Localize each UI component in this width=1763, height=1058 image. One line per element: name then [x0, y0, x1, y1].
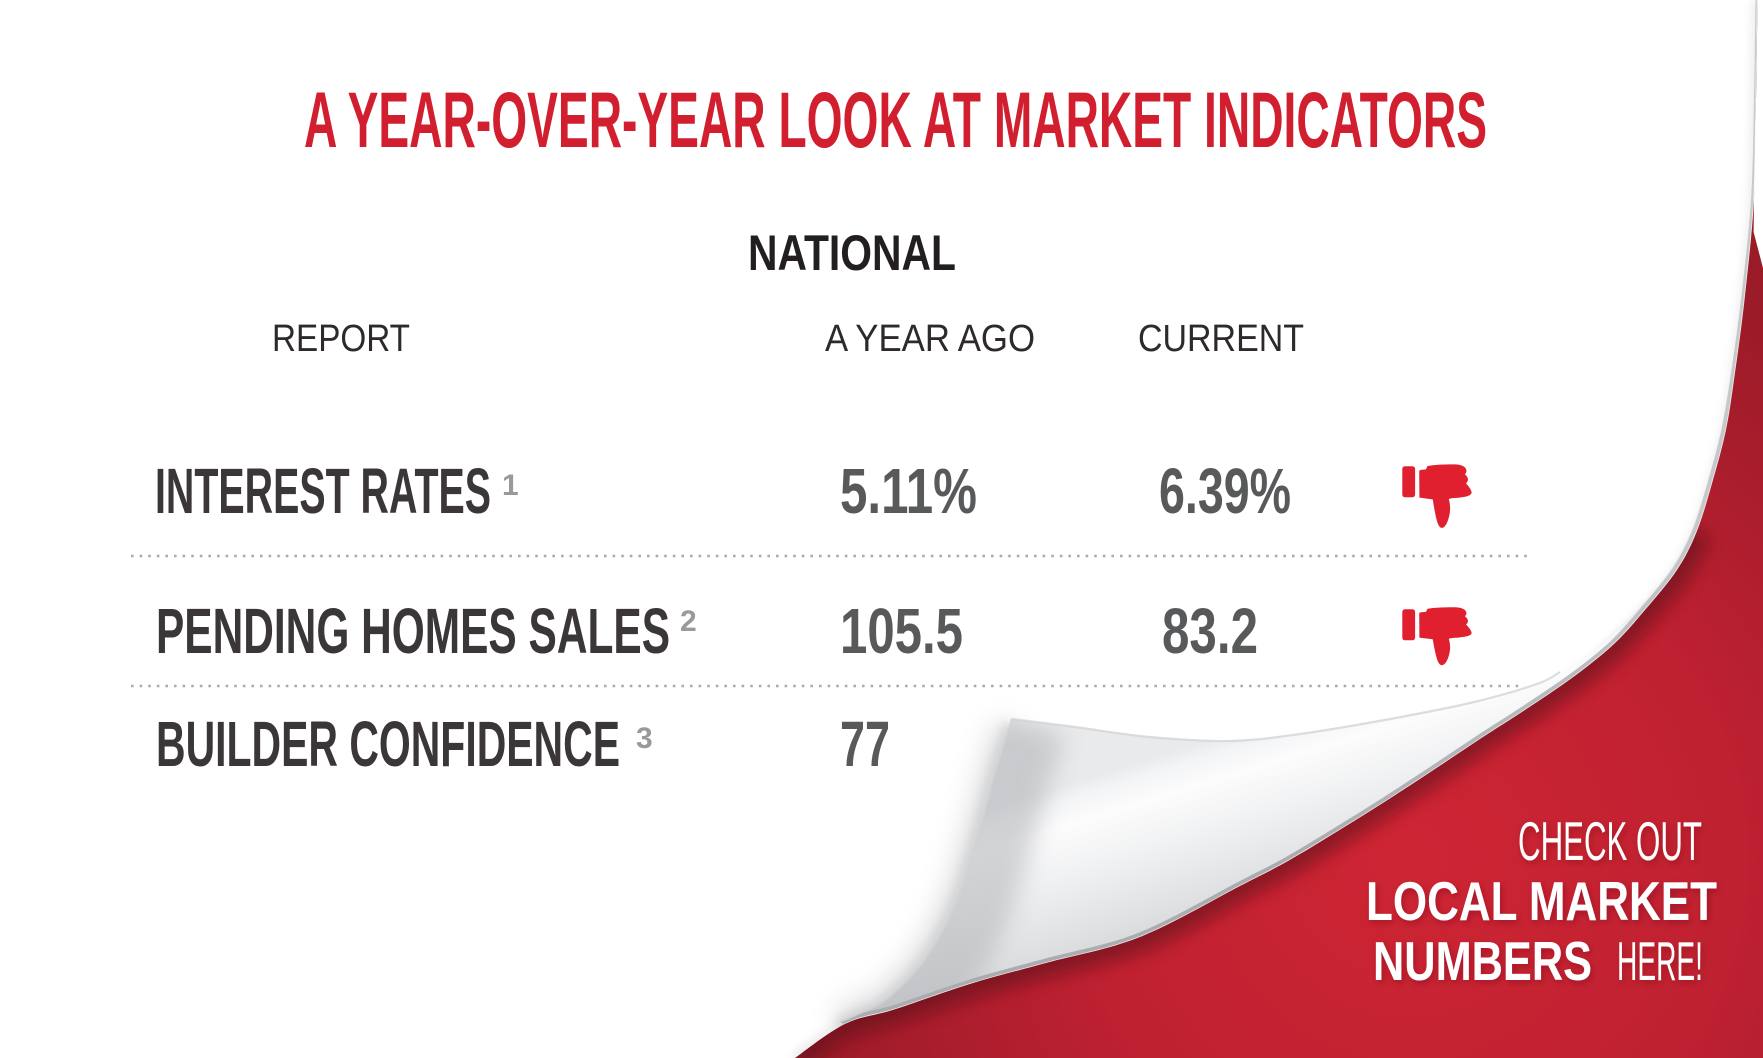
- svg-text:2: 2: [680, 605, 697, 638]
- svg-text:77: 77: [840, 708, 890, 780]
- svg-text:BUILDER CONFIDENCE: BUILDER CONFIDENCE: [156, 708, 620, 780]
- svg-text:1: 1: [502, 469, 519, 502]
- svg-text:A YEAR-OVER-YEAR LOOK AT MARKE: A YEAR-OVER-YEAR LOOK AT MARKET INDICATO…: [304, 75, 1487, 164]
- svg-text:83.2: 83.2: [1162, 595, 1258, 667]
- svg-text:NUMBERS: NUMBERS: [1373, 930, 1592, 992]
- svg-text:5.11%: 5.11%: [840, 455, 977, 527]
- svg-text:A YEAR AGO: A YEAR AGO: [825, 318, 1035, 360]
- svg-text:CHECK OUT: CHECK OUT: [1518, 810, 1702, 872]
- svg-text:REPORT: REPORT: [272, 318, 410, 360]
- svg-text:INTEREST RATES: INTEREST RATES: [155, 455, 491, 527]
- svg-text:CURRENT: CURRENT: [1138, 318, 1304, 360]
- svg-text:HERE!: HERE!: [1617, 930, 1703, 992]
- svg-text:PENDING HOMES SALES: PENDING HOMES SALES: [156, 595, 670, 667]
- svg-text:6.39%: 6.39%: [1159, 455, 1291, 527]
- svg-text:LOCAL MARKET: LOCAL MARKET: [1366, 870, 1717, 932]
- svg-text:3: 3: [636, 722, 653, 755]
- svg-text:105.5: 105.5: [840, 595, 963, 667]
- svg-text:NATIONAL: NATIONAL: [748, 225, 956, 281]
